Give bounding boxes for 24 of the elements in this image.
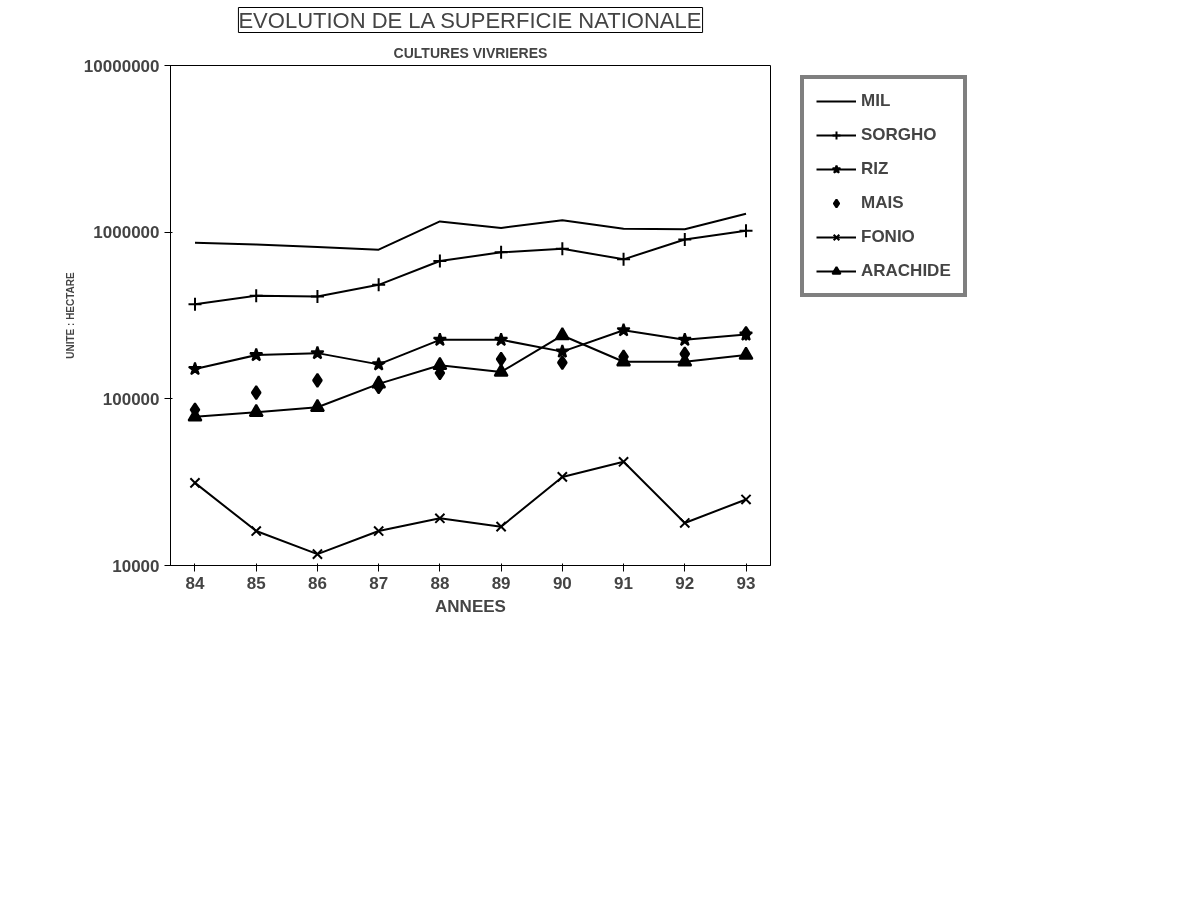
x-tick-label: 90 bbox=[552, 573, 572, 593]
chart-title: EVOLUTION DE LA SUPERFICIE NATIONALE bbox=[238, 7, 702, 33]
x-tick-label: 93 bbox=[736, 573, 756, 593]
y-tick-label: 10000 bbox=[112, 556, 160, 576]
x-tick-label: 91 bbox=[614, 573, 634, 593]
x-tick-label: 86 bbox=[307, 573, 327, 593]
y-axis-title: UNITE : HECTARE bbox=[64, 271, 76, 359]
legend-label: MIL bbox=[861, 91, 891, 111]
legend-label: ARACHIDE bbox=[861, 261, 951, 281]
legend-label: MAIS bbox=[861, 193, 904, 213]
chart-subtitle: CULTURES VIVRIERES bbox=[393, 44, 548, 61]
legend-label: RIZ bbox=[861, 159, 889, 179]
x-tick-label: 87 bbox=[369, 573, 389, 593]
x-axis-title: ANNEES bbox=[435, 596, 506, 616]
x-tick-label: 85 bbox=[246, 573, 266, 593]
x-tick-label: 88 bbox=[430, 573, 450, 593]
legend-label: FONIO bbox=[861, 227, 915, 247]
x-tick-label: 92 bbox=[675, 573, 695, 593]
x-tick-label: 84 bbox=[185, 573, 205, 593]
legend-label: SORGHO bbox=[861, 125, 937, 145]
x-tick-label: 89 bbox=[491, 573, 511, 593]
y-tick-label: 100000 bbox=[102, 389, 160, 409]
y-tick-label: 10000000 bbox=[83, 56, 160, 76]
y-tick-label: 1000000 bbox=[93, 223, 160, 243]
